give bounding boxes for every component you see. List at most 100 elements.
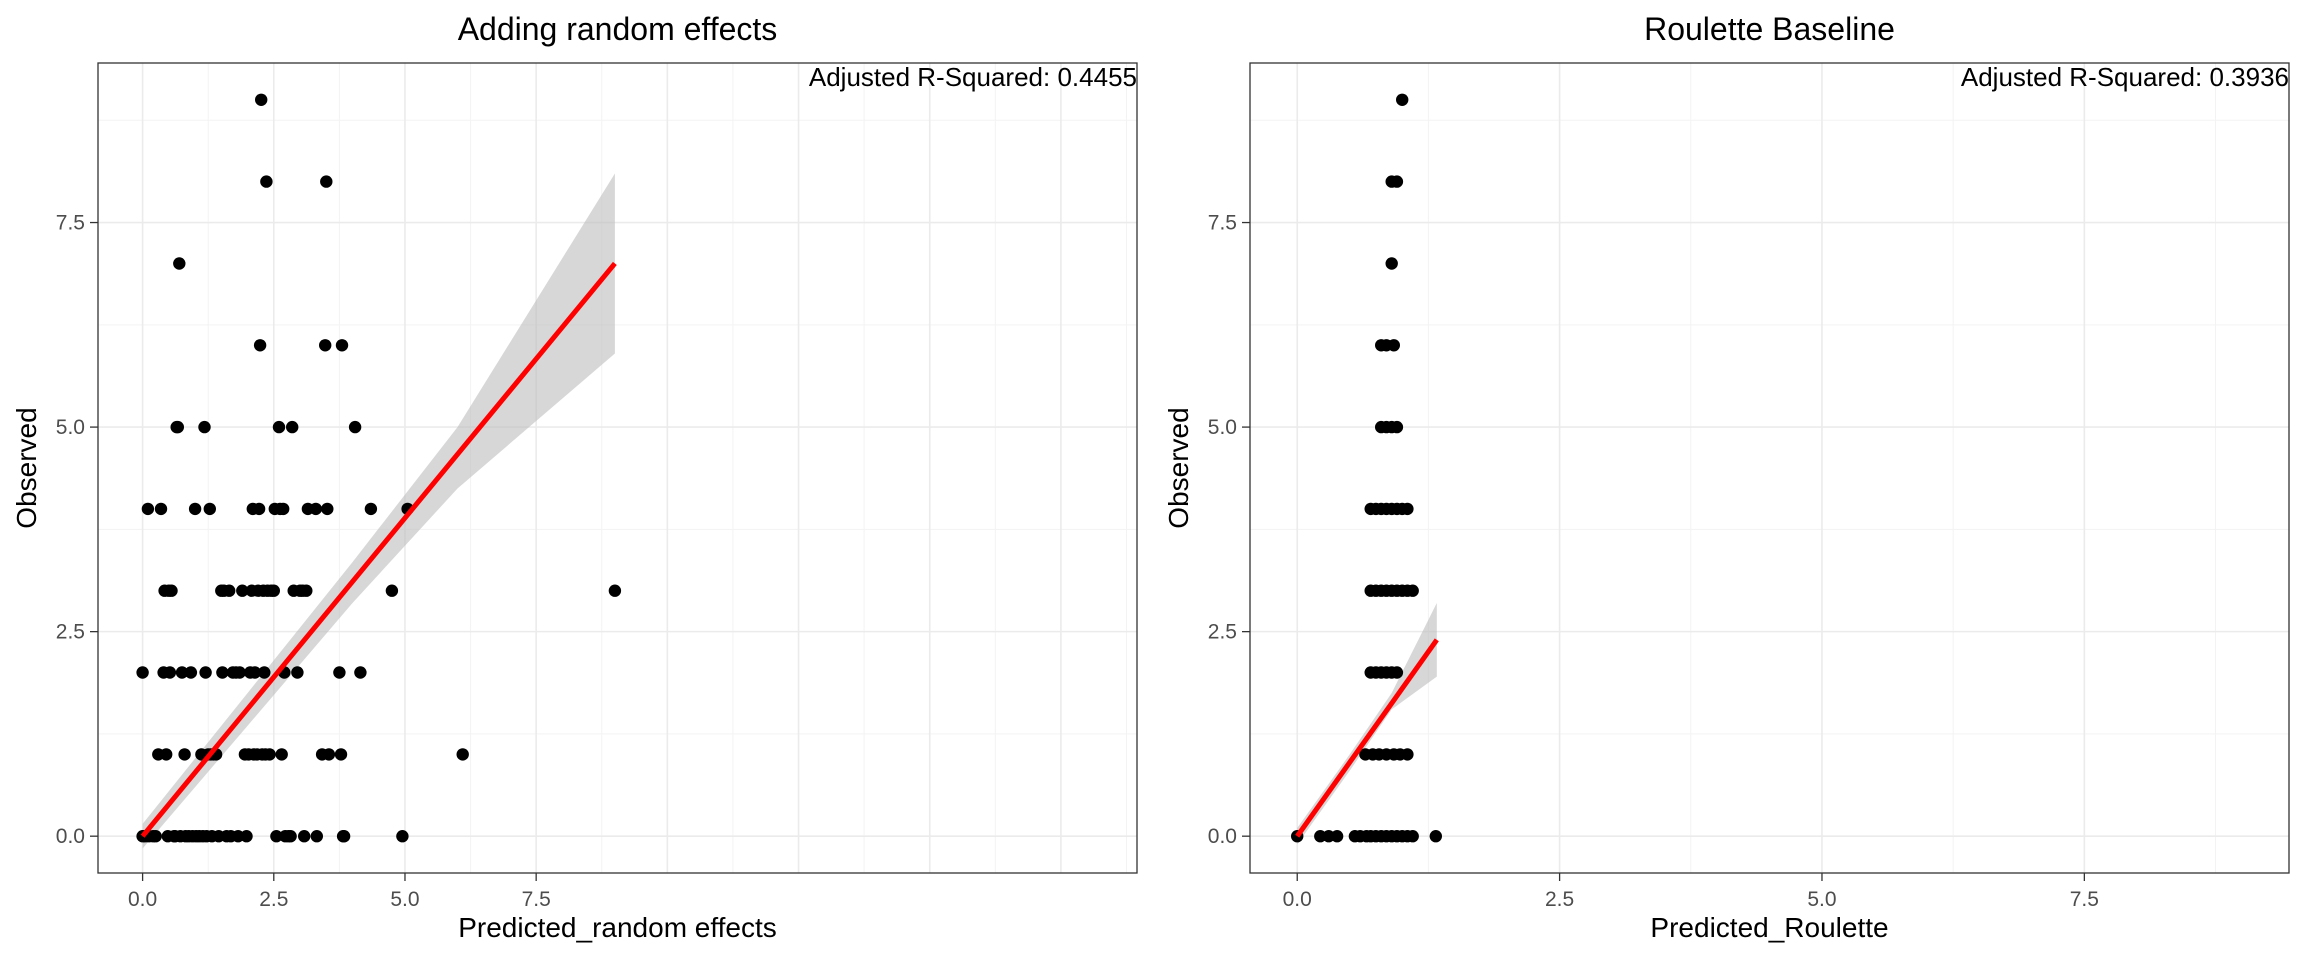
data-point [320, 175, 333, 188]
data-point [396, 830, 409, 843]
y-tick-label: 2.5 [56, 621, 85, 644]
data-point [319, 339, 332, 352]
data-point [233, 666, 246, 679]
data-point [1390, 420, 1404, 434]
data-point [141, 502, 155, 516]
data-point [272, 420, 286, 434]
y-tick-label: 2.5 [1208, 621, 1237, 644]
data-point [1401, 748, 1414, 761]
data-point [171, 420, 184, 434]
data-point [223, 584, 236, 597]
chart-title: Roulette Baseline [1644, 11, 1895, 47]
data-point [284, 830, 297, 843]
data-point [173, 257, 186, 270]
plot-border [97, 62, 1138, 874]
x-tick-label: 5.0 [390, 888, 419, 911]
data-point [364, 502, 378, 516]
data-point [334, 748, 348, 761]
data-point [199, 666, 212, 679]
data-point [149, 830, 162, 843]
chart-panel-roulette-baseline: 0.0 2.5 5.0 7.5 0.0 2.5 5.0 7.5 Roulette Baselin… [1152, 0, 2304, 960]
data-point [335, 339, 349, 352]
x-tick-label: 2.5 [259, 888, 288, 911]
data-point [163, 666, 177, 679]
data-point [298, 830, 311, 843]
data-points [1291, 93, 1442, 843]
scatter-plot-random-effects: 0.0 2.5 5.0 7.5 0.0 2.5 5.0 7.5 Adding random ef… [11, 11, 1138, 943]
data-point [258, 666, 271, 679]
x-tick-label: 7.5 [522, 888, 551, 911]
data-point [310, 830, 323, 843]
y-tick-label: 7.5 [1208, 212, 1237, 235]
chart-panel-random-effects: 0.0 2.5 5.0 7.5 0.0 2.5 5.0 7.5 Adding random ef… [11, 11, 1138, 943]
data-point [354, 666, 367, 679]
data-point [260, 175, 273, 188]
data-point [184, 666, 198, 679]
data-point [1406, 584, 1419, 597]
y-tick-label: 5.0 [56, 416, 85, 439]
x-tick-label: 5.0 [1807, 888, 1836, 911]
gridlines [1250, 63, 2289, 873]
data-point [188, 502, 202, 516]
data-point [1387, 339, 1400, 352]
y-tick-label: 0.0 [1208, 825, 1237, 848]
data-point [456, 748, 469, 761]
data-point [608, 584, 622, 597]
data-point [1396, 93, 1409, 107]
data-point [267, 584, 280, 597]
data-point [337, 830, 351, 843]
scatter-plot-roulette-baseline: 0.0 2.5 5.0 7.5 0.0 2.5 5.0 7.5 Roulette Baselin… [1163, 11, 2290, 943]
data-point [253, 339, 267, 352]
data-point [1429, 830, 1442, 843]
data-point [322, 748, 336, 761]
data-point [277, 502, 290, 516]
data-point [175, 666, 189, 679]
confidence-band [142, 173, 615, 849]
data-point [309, 502, 322, 516]
x-axis-title: Predicted_random effects [458, 912, 777, 943]
data-point [154, 502, 168, 516]
data-point [136, 666, 149, 679]
data-point [300, 584, 313, 597]
data-point [270, 830, 283, 843]
regression-line [1295, 638, 1439, 838]
x-tick-label: 0.0 [1283, 888, 1312, 911]
data-points [136, 93, 622, 843]
x-tick-label: 7.5 [2070, 888, 2099, 911]
data-point [291, 666, 304, 679]
data-point [240, 830, 253, 843]
data-point [216, 666, 229, 679]
x-axis-title: Predicted_Roulette [1650, 912, 1888, 943]
y-tick-label: 7.5 [56, 212, 85, 235]
data-point [385, 584, 399, 597]
data-point [348, 420, 362, 434]
y-axis-title: Observed [11, 407, 42, 528]
data-point [236, 584, 249, 597]
data-point [1390, 666, 1404, 679]
data-point [263, 748, 276, 761]
data-point [286, 420, 299, 434]
x-tick-label: 2.5 [1545, 888, 1574, 911]
y-tick-label: 0.0 [56, 825, 85, 848]
data-point [321, 502, 334, 516]
data-point [255, 93, 268, 107]
data-point [1406, 830, 1419, 843]
data-point [275, 748, 288, 761]
data-point [1401, 502, 1414, 516]
r-squared-annotation: Adjusted R-Squared: 0.3936 [1961, 62, 2289, 92]
data-point [198, 420, 211, 434]
chart-title: Adding random effects [458, 11, 778, 47]
data-point [333, 666, 346, 679]
data-point [1330, 830, 1344, 843]
y-axis-title: Observed [1163, 407, 1194, 528]
r-squared-annotation: Adjusted R-Squared: 0.4455 [809, 62, 1137, 92]
data-point [160, 748, 173, 761]
regression-line [140, 261, 617, 838]
data-point [252, 502, 266, 516]
data-point [203, 502, 216, 516]
y-tick-label: 5.0 [1208, 416, 1237, 439]
plot-border [1249, 62, 2290, 874]
gridlines [98, 63, 1137, 873]
data-point [1390, 175, 1404, 188]
x-tick-label: 0.0 [128, 888, 157, 911]
